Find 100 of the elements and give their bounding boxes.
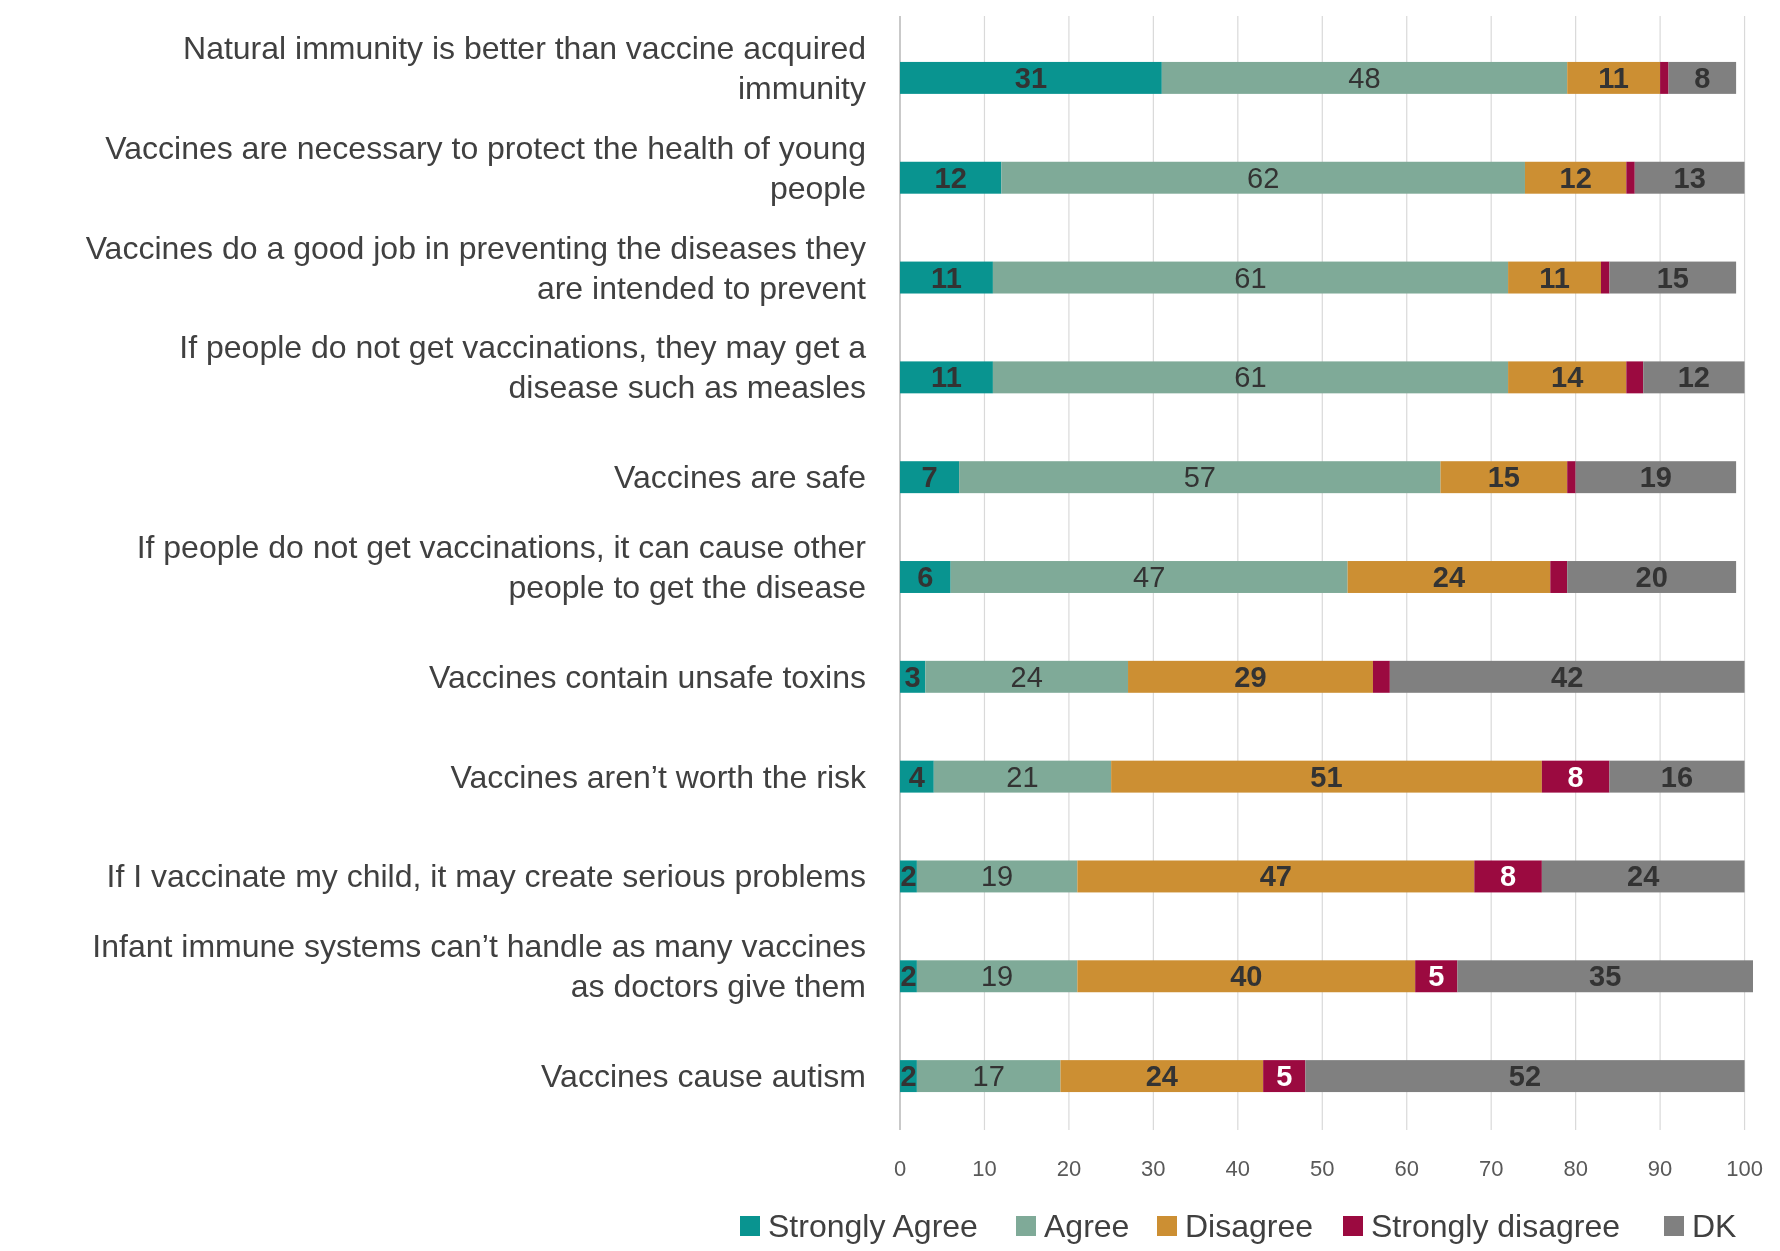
y-tick-label: If I vaccinate my child, it may create serious problems bbox=[106, 858, 866, 895]
data-label: 2 bbox=[900, 960, 917, 993]
x-tick-label: 0 bbox=[893, 1156, 907, 1181]
data-label: 19 bbox=[1639, 461, 1673, 494]
data-label: 2 bbox=[900, 860, 917, 893]
data-label: 5 bbox=[1276, 1060, 1293, 1093]
data-label: 48 bbox=[1348, 61, 1381, 94]
data-label: 42 bbox=[1551, 660, 1584, 693]
legend-label: Disagree bbox=[1185, 1208, 1314, 1244]
x-tick-label: 30 bbox=[1141, 1156, 1166, 1181]
y-tick-label: Vaccines aren’t worth the risk bbox=[450, 758, 867, 795]
x-tick-label: 60 bbox=[1394, 1156, 1419, 1181]
data-label: 51 bbox=[1310, 760, 1343, 793]
data-label: 15 bbox=[1487, 461, 1520, 494]
x-tick-label: 40 bbox=[1225, 1156, 1251, 1181]
data-label: 4 bbox=[908, 760, 925, 793]
bar bbox=[1161, 61, 1568, 94]
bar bbox=[1600, 261, 1610, 294]
data-label: 52 bbox=[1508, 1060, 1542, 1093]
x-tick-label: 10 bbox=[972, 1156, 997, 1181]
y-tick-label: Vaccines are safe bbox=[614, 459, 866, 496]
data-label: 61 bbox=[1234, 261, 1267, 294]
bar bbox=[925, 660, 1129, 693]
data-label: 47 bbox=[1133, 561, 1166, 593]
bar bbox=[1567, 461, 1576, 494]
x-tick-label: 90 bbox=[1647, 1156, 1673, 1181]
data-label: 12 bbox=[1677, 361, 1711, 394]
y-tick-label: Vaccines cause autism bbox=[541, 1058, 866, 1095]
bar bbox=[959, 461, 1441, 494]
bar bbox=[1347, 561, 1551, 593]
x-tick-label: 50 bbox=[1310, 1156, 1335, 1181]
bar bbox=[1626, 361, 1644, 394]
bar bbox=[933, 760, 1112, 793]
data-label: 47 bbox=[1259, 860, 1292, 893]
data-label: 21 bbox=[1006, 760, 1039, 793]
data-label: 6 bbox=[917, 561, 934, 593]
data-label: 15 bbox=[1656, 261, 1689, 294]
data-label: 11 bbox=[931, 361, 962, 394]
bar bbox=[900, 61, 1162, 94]
data-label: 35 bbox=[1589, 960, 1622, 993]
data-label: 5 bbox=[1428, 960, 1445, 993]
bar bbox=[1128, 660, 1373, 693]
bar bbox=[1060, 1060, 1264, 1093]
bar bbox=[992, 261, 1509, 294]
bar bbox=[916, 960, 1078, 993]
bar bbox=[1660, 61, 1669, 94]
bar bbox=[1634, 161, 1745, 194]
data-label: 14 bbox=[1551, 361, 1584, 394]
data-label: 8 bbox=[1694, 61, 1711, 94]
data-label: 24 bbox=[1432, 561, 1466, 593]
y-tick-label: Vaccines contain unsafe toxins bbox=[429, 658, 866, 695]
bar bbox=[1001, 161, 1525, 194]
data-label: 29 bbox=[1234, 660, 1267, 693]
data-label: 13 bbox=[1673, 161, 1706, 194]
data-label: 8 bbox=[1500, 860, 1517, 893]
bar bbox=[1508, 261, 1601, 294]
data-label: 12 bbox=[934, 161, 967, 194]
bar bbox=[916, 1060, 1061, 1093]
bar bbox=[1457, 960, 1753, 993]
x-tick-label: 100 bbox=[1726, 1156, 1763, 1181]
bar bbox=[1550, 561, 1568, 593]
bar bbox=[1567, 561, 1737, 593]
bar bbox=[1567, 61, 1661, 94]
x-tick-label: 20 bbox=[1056, 1156, 1082, 1181]
data-label: 16 bbox=[1660, 760, 1694, 793]
bar bbox=[992, 361, 1509, 394]
y-tick-label: Infant immune systems can’t handle as many vaccines as doctors give them bbox=[92, 928, 866, 1005]
data-label: 11 bbox=[1539, 261, 1570, 294]
bar bbox=[1077, 860, 1475, 893]
x-tick-label: 70 bbox=[1478, 1156, 1504, 1181]
bar bbox=[1609, 261, 1737, 294]
bar bbox=[950, 561, 1348, 593]
bar bbox=[1541, 860, 1745, 893]
bar bbox=[1609, 760, 1745, 793]
bar bbox=[1077, 960, 1416, 993]
data-label: 61 bbox=[1234, 361, 1267, 394]
data-label: 3 bbox=[904, 660, 921, 693]
data-label: 19 bbox=[980, 860, 1014, 893]
data-label: 57 bbox=[1183, 461, 1216, 494]
data-label: 62 bbox=[1247, 161, 1280, 194]
data-label: 20 bbox=[1635, 561, 1668, 593]
y-tick-label: Natural immunity is better than vaccine acquired immunity bbox=[183, 29, 866, 106]
data-label: 7 bbox=[921, 461, 938, 494]
legend-label: DK bbox=[1692, 1208, 1737, 1244]
data-label: 24 bbox=[1145, 1060, 1178, 1093]
data-label: 19 bbox=[980, 960, 1014, 993]
data-label: 8 bbox=[1567, 760, 1584, 793]
bar bbox=[1575, 461, 1737, 494]
data-label: 12 bbox=[1559, 161, 1592, 194]
bar bbox=[1305, 1060, 1745, 1093]
data-label: 2 bbox=[900, 1060, 917, 1093]
bar bbox=[900, 461, 960, 494]
bar bbox=[1111, 760, 1542, 793]
data-label: 11 bbox=[1598, 61, 1629, 94]
y-tick-label: Vaccines are necessary to protect the health of young people bbox=[105, 129, 866, 206]
y-tick-label: If people do not get vaccinations, it can cause other people to get the disease bbox=[136, 529, 867, 605]
data-label: 17 bbox=[972, 1060, 1005, 1093]
x-tick-label: 80 bbox=[1563, 1156, 1588, 1181]
legend-label: Strongly disagree bbox=[1371, 1208, 1621, 1244]
y-tick-label: If people do not get vaccinations, they may get a disease such as measles bbox=[179, 329, 867, 406]
